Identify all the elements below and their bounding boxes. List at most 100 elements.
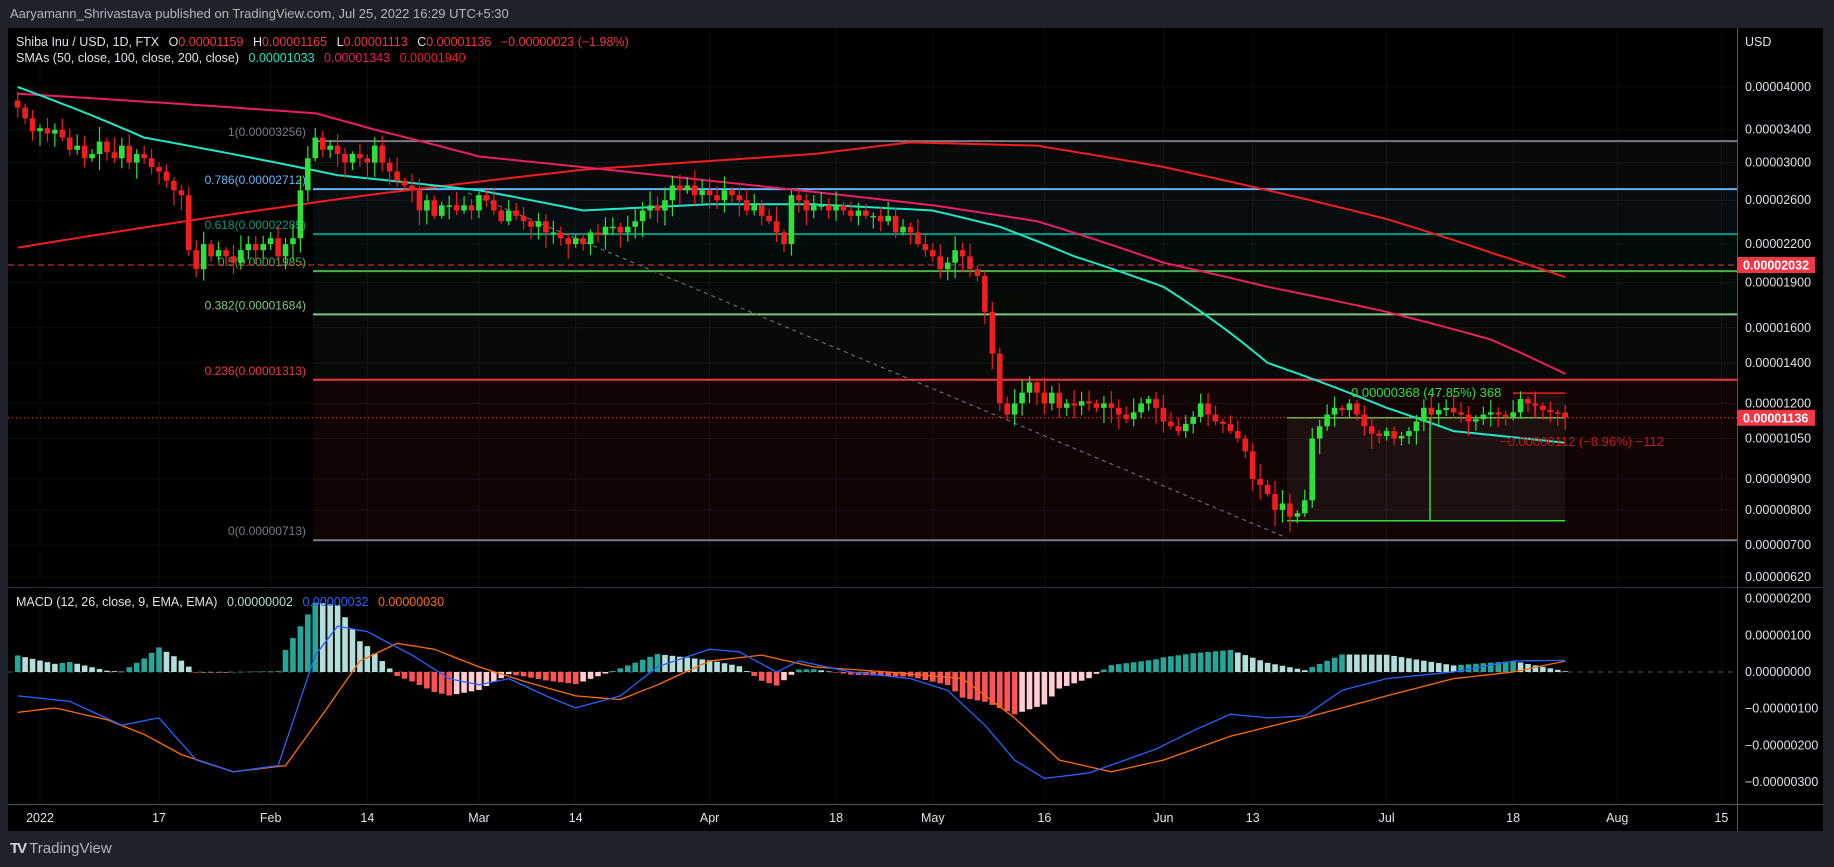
sma-label: SMAs (50, close, 100, close, 200, close) (16, 51, 240, 65)
macd-histogram-bar (424, 672, 430, 689)
candle-down (379, 145, 386, 163)
candle-down (386, 162, 393, 172)
fib-level-label: 0.786(0.00002712) (205, 173, 306, 187)
candle-down (1220, 421, 1226, 424)
candle-down (186, 195, 192, 251)
price-range-measure[interactable] (1287, 392, 1565, 522)
candle-up (1309, 438, 1316, 501)
macd-histogram-bar (1101, 669, 1107, 672)
candle-down (208, 244, 214, 257)
macd-histogram-bar (662, 654, 668, 672)
symbol-legend[interactable]: Shiba Inu / USD, 1D, FTX O0.00001159 H0.… (16, 35, 635, 49)
candle-down (193, 250, 200, 270)
candle-up (1019, 392, 1025, 404)
macd-legend[interactable]: MACD (12, 26, close, 9, EMA, EMA) 0.0000… (16, 595, 450, 609)
macd-histogram-bar (624, 665, 631, 672)
candle-down (1391, 431, 1397, 439)
candle-down (840, 205, 847, 211)
macd-histogram-bar (870, 672, 877, 676)
price-tick-label: 0.00000800 (1745, 503, 1811, 517)
price-tick-label: 0.00002600 (1745, 193, 1811, 207)
macd-histogram-bar (944, 672, 951, 686)
macd-histogram-bar (543, 672, 549, 681)
price-tick-label: 0.00000620 (1745, 570, 1811, 584)
macd-histogram-bar (647, 656, 653, 672)
candle-down (959, 250, 966, 257)
fib-band (313, 379, 1737, 541)
macd-histogram-bar (810, 669, 817, 672)
macd-histogram-bar (319, 603, 326, 672)
candle-down (275, 238, 281, 257)
macd-histogram-bar (587, 672, 594, 679)
macd-histogram-bar (193, 672, 200, 673)
macd-tick-label: 0.00000100 (1745, 628, 1811, 642)
macd-histogram-bar (290, 638, 296, 672)
price-tick-label: 0.00002200 (1745, 237, 1811, 251)
macd-histogram-bar (223, 672, 229, 673)
candle-down (483, 195, 490, 201)
fib-level-label: 0.236(0.00001313) (205, 364, 306, 378)
candle-down (558, 232, 564, 239)
candle-down (1495, 412, 1502, 415)
macd-histogram-bar (89, 667, 95, 672)
candle-up (1182, 423, 1189, 432)
candle-down (1153, 399, 1159, 408)
measure-up-box (1287, 417, 1565, 521)
candle-down (543, 221, 549, 233)
macd-histogram-bar (1562, 671, 1568, 672)
macd-histogram-bar (52, 663, 58, 672)
macd-histogram-bar (996, 672, 1003, 708)
macd-histogram-bar (1287, 667, 1293, 672)
candle-up (476, 195, 482, 211)
candle-up (572, 238, 579, 245)
macd-histogram-bar (37, 660, 43, 672)
macd-histogram-bar (952, 672, 958, 692)
macd-histogram-bar (1480, 663, 1487, 672)
price-axis[interactable]: USD 0.00004000 0.00003400 0.00003000 0.0000… (1737, 35, 1818, 789)
candle-up (944, 262, 951, 270)
time-axis[interactable]: 2022 17 Feb 14 Mar 14 Apr 18 May 16 Jun 13 Jul 18 Aug 1… (26, 811, 1728, 825)
candle-up (788, 195, 795, 245)
candle-up (505, 210, 512, 222)
candle-up (424, 200, 430, 211)
candle-up (1435, 410, 1442, 415)
logo-text: TradingView (29, 840, 112, 857)
macd-histogram-bar (1554, 669, 1561, 672)
macd-histogram-bar (505, 672, 512, 675)
macd-histogram-bar (848, 672, 854, 675)
candle-down (1108, 403, 1115, 408)
macd-histogram-bar (1309, 667, 1316, 672)
candle-down (1502, 414, 1509, 417)
macd-histogram-bar (766, 672, 772, 684)
sma200-value: 0.00001940 (399, 51, 466, 65)
candle-up (1145, 399, 1152, 404)
sma-legend[interactable]: SMAs (50, close, 100, close, 200, close)… (16, 51, 472, 65)
measure-up-label: 0.00000368 (47.85%) 368 (1351, 385, 1501, 400)
macd-histogram-bar (305, 614, 311, 672)
time-tick-label: 17 (152, 811, 166, 825)
tradingview-logo[interactable]: TV TradingView (10, 840, 112, 857)
candle-down (364, 158, 371, 163)
macd-histogram-bar (885, 672, 891, 677)
macd-histogram-bar (677, 656, 683, 672)
candle-down (1116, 407, 1122, 415)
candle-up (37, 128, 43, 132)
macd-histogram-bar (59, 662, 66, 672)
macd-histogram-bar (148, 652, 155, 672)
candle-up (1279, 503, 1286, 510)
candle-down (892, 215, 899, 233)
candle-down (66, 137, 73, 150)
macd-histogram-bar (982, 672, 988, 702)
fib-retracement[interactable]: 1(0.00003256) 0.786(0.00002712) 0.618(0.00… (205, 125, 1737, 542)
macd-histogram-bar (104, 670, 110, 672)
candle-down (595, 232, 601, 235)
macd-histogram-bar (825, 671, 832, 672)
macd-histogram-bar (1190, 653, 1196, 672)
candle-up (1294, 513, 1301, 517)
close-label: C (417, 35, 427, 49)
macd-histogram-bar (989, 672, 996, 705)
candle-down (498, 210, 505, 222)
macd-histogram-bar (974, 672, 981, 701)
candle-down (468, 205, 475, 211)
